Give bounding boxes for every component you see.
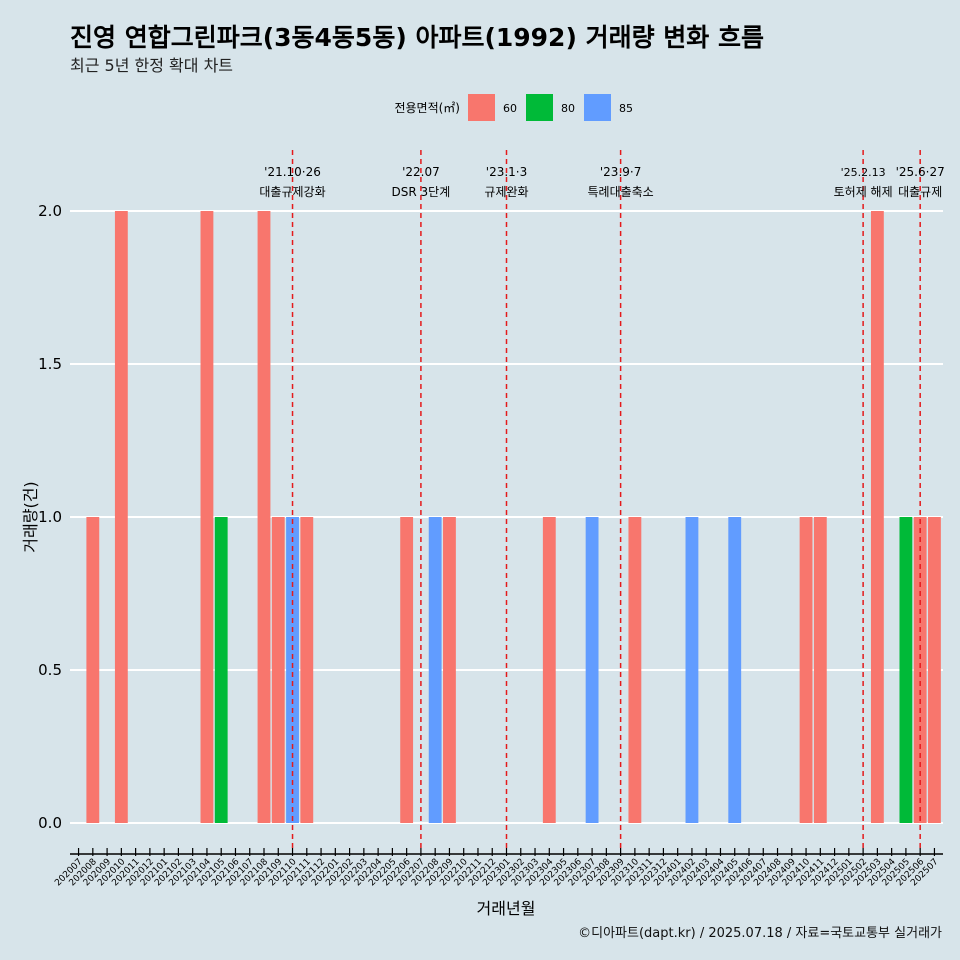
y-tick-label: 1.0: [38, 508, 62, 526]
y-tick-label: 2.0: [38, 202, 62, 220]
event-markers: '21.10·26 대출규제강화 '22.07 DSR 3단계 '23.1·3 규제완화 '…: [259, 150, 945, 852]
bar-202008-60: [86, 517, 100, 823]
y-axis-title: 거래량(건): [21, 481, 40, 552]
bar-202110-85: [286, 517, 299, 823]
y-tick-label: 0.5: [38, 661, 62, 679]
y-tick-label: 1.5: [38, 355, 62, 373]
legend-swatch-85: [584, 94, 611, 121]
event-label: 대출규제: [898, 185, 942, 199]
bar-202411-60: [813, 517, 827, 823]
legend-title: 전용면적(㎡): [394, 101, 460, 115]
bar-202208-85: [428, 517, 442, 823]
bar-202109-60: [271, 517, 285, 823]
legend-label-80: 80: [561, 102, 575, 115]
event-date: '22.07: [402, 165, 440, 179]
event-label: 규제완화: [484, 185, 528, 199]
bar-202209-60: [443, 517, 456, 823]
bar-202111-60: [300, 517, 314, 823]
event-date: '25.6·27: [896, 165, 945, 179]
event-label: 특례대출축소: [587, 185, 653, 199]
legend-label-85: 85: [619, 102, 633, 115]
event-label: 대출규제강화: [259, 185, 325, 199]
bar-202405-85: [728, 517, 742, 823]
event-label: 토허제 해제: [834, 185, 893, 199]
bar-202307-85: [585, 517, 599, 823]
bar-202503-60: [870, 211, 884, 823]
event-date: '23.1·3: [486, 165, 527, 179]
bar-202108-60: [257, 211, 271, 823]
event-label: DSR 3단계: [392, 185, 451, 199]
bar-202105-80: [214, 517, 228, 823]
legend: 전용면적(㎡) 60 80 85: [394, 94, 633, 121]
x-axis-title: 거래년월: [477, 899, 536, 918]
axes: 2020072020082020092020102020112020122021…: [53, 848, 943, 888]
bar-202506-60: [913, 517, 927, 823]
y-tick-label: 0.0: [38, 814, 62, 832]
bar-202507-60: [928, 517, 941, 823]
bar-202304-60: [542, 517, 556, 823]
event-date: '23.9·7: [600, 165, 641, 179]
legend-label-60: 60: [503, 102, 517, 115]
bar-202402-85: [685, 517, 699, 823]
legend-swatch-60: [468, 94, 495, 121]
source-caption: ©디아파트(dapt.kr) / 2025.07.18 / 자료=국토교통부 실…: [578, 926, 942, 941]
chart-subtitle: 최근 5년 한정 확대 차트: [70, 56, 234, 75]
bar-202505-80: [899, 517, 913, 823]
bars: [86, 211, 941, 823]
chart-title: 진영 연합그린파크(3동4동5동) 아파트(1992) 거래량 변화 흐름: [70, 23, 764, 52]
bar-202010-60: [114, 211, 128, 823]
bar-202410-60: [799, 517, 813, 823]
event-date: '25.2.13: [841, 166, 886, 179]
legend-swatch-80: [526, 94, 553, 121]
bar-202206-60: [400, 517, 414, 823]
bar-202310-60: [628, 517, 642, 823]
event-date: '21.10·26: [264, 165, 321, 179]
bar-202104-60: [200, 211, 214, 823]
